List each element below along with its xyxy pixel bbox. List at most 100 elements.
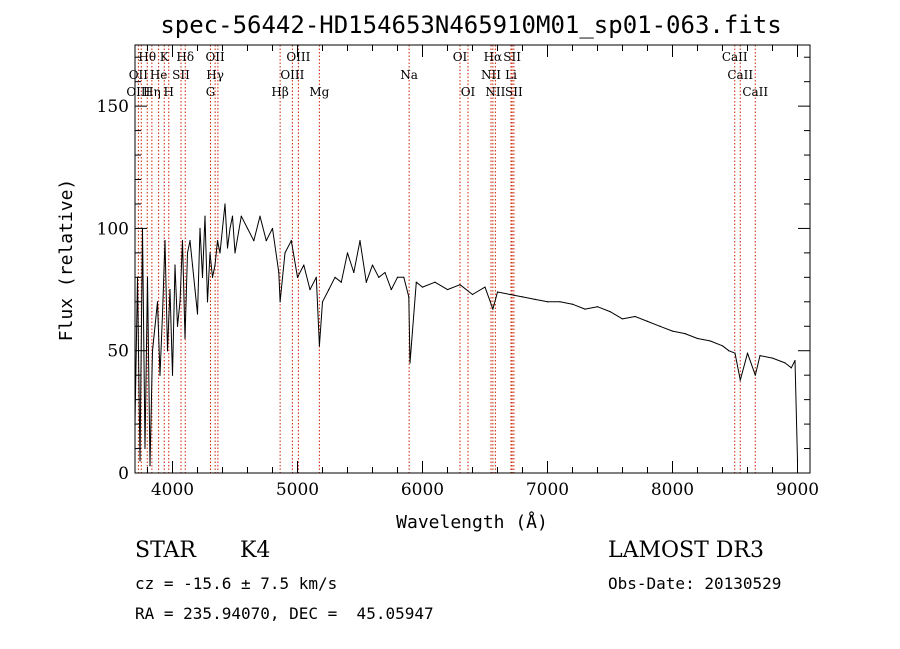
- data-point: [621, 318, 624, 320]
- data-point: [771, 357, 774, 359]
- data-point: [446, 288, 449, 291]
- data-point: [754, 374, 756, 376]
- data-point: [284, 252, 286, 254]
- data-point: [784, 362, 786, 364]
- data-point: [151, 350, 154, 352]
- data-point: [634, 315, 636, 318]
- data-point: [790, 367, 792, 369]
- survey-name: LAMOST DR3: [608, 538, 764, 563]
- data-point: [471, 293, 474, 296]
- series-layer: [134, 203, 799, 467]
- subclass: K4: [240, 538, 271, 563]
- data-point: [403, 276, 405, 278]
- data-point: [146, 276, 149, 278]
- data-point: [259, 215, 261, 217]
- data-point: [584, 308, 586, 310]
- data-point: [179, 301, 181, 303]
- line-label-5: OI: [453, 50, 468, 64]
- data-point: [728, 350, 730, 352]
- x-tick-label-5000: 5000: [276, 480, 319, 500]
- data-point: [144, 447, 146, 450]
- line-label-19: Hη: [143, 85, 161, 99]
- data-point: [204, 215, 206, 217]
- line-label-15: NII: [481, 68, 501, 82]
- data-point: [340, 281, 342, 283]
- data-point: [390, 288, 392, 291]
- line-label-18: OIII: [126, 85, 150, 99]
- data-point: [409, 362, 411, 364]
- data-point: [334, 276, 336, 278]
- data-point: [169, 288, 171, 291]
- data-point: [156, 301, 159, 303]
- x-tick-label-4000: 4000: [151, 480, 194, 500]
- line-label-23: Mg: [309, 85, 329, 99]
- data-point: [234, 252, 236, 254]
- line-label-0: Hθ: [138, 50, 156, 64]
- data-point: [318, 345, 320, 347]
- data-point: [596, 306, 599, 308]
- data-point: [609, 310, 611, 313]
- y-tick-label-0: 0: [118, 464, 129, 484]
- line-label-4: OIII: [286, 50, 310, 64]
- y-axis: 0 50 100 150: [97, 56, 810, 484]
- data-point: [279, 301, 281, 303]
- line-label-10: He: [150, 68, 168, 82]
- data-point: [696, 337, 699, 340]
- data-point: [496, 291, 499, 293]
- line-label-17: CaII: [727, 68, 753, 82]
- plot-frame: [134, 44, 811, 474]
- data-point: [671, 330, 674, 332]
- line-label-27: CaII: [742, 85, 768, 99]
- data-point: [221, 227, 224, 230]
- data-point: [214, 264, 216, 266]
- data-point: [709, 340, 711, 342]
- data-point: [346, 252, 349, 254]
- data-point: [199, 227, 201, 230]
- line-label-8: CaII: [722, 50, 748, 64]
- line-label-25: NII: [485, 85, 505, 99]
- data-point: [296, 276, 299, 278]
- data-point: [794, 359, 796, 362]
- data-point: [459, 284, 461, 286]
- data-point: [159, 374, 161, 376]
- data-point: [396, 276, 399, 278]
- coordinates: RA = 235.94070, DEC = 45.05947: [135, 604, 434, 623]
- data-point: [492, 308, 494, 310]
- data-point: [240, 215, 242, 217]
- line-label-6: Hα: [484, 50, 503, 64]
- data-point: [184, 337, 186, 340]
- x-axis-label: Wavelength (Å): [396, 511, 548, 533]
- data-point: [721, 345, 724, 347]
- data-point: [746, 352, 749, 354]
- data-point: [171, 374, 174, 376]
- data-point: [759, 355, 761, 357]
- x-tick-label-8000: 8000: [651, 480, 694, 500]
- y-tick-label-100: 100: [97, 219, 129, 239]
- y-axis-label: Flux (relative): [56, 179, 77, 342]
- data-point: [139, 460, 141, 462]
- data-point: [271, 227, 274, 230]
- data-point: [521, 296, 524, 298]
- x-axis: 4000 5000 6000 7000 8000 9000: [147, 45, 819, 500]
- data-point: [181, 240, 184, 242]
- line-label-1: K: [160, 50, 170, 64]
- data-point: [378, 276, 380, 278]
- line-label-16: Li: [505, 68, 517, 82]
- spectrum-chart: spec-56442-HD154653N465910M01_sp01-063.f…: [56, 11, 819, 533]
- line-label-21: G: [206, 85, 216, 99]
- data-point: [571, 303, 574, 305]
- data-point: [209, 252, 211, 254]
- data-point: [211, 276, 214, 278]
- data-point: [684, 332, 686, 335]
- data-point: [534, 298, 536, 300]
- x-tick-label-7000: 7000: [526, 480, 569, 500]
- data-point: [161, 313, 164, 315]
- data-point: [166, 350, 169, 352]
- data-point: [434, 281, 436, 283]
- data-point: [174, 264, 176, 266]
- line-label-14: Na: [400, 68, 418, 82]
- data-point: [509, 293, 511, 296]
- data-point: [734, 352, 736, 354]
- data-point: [421, 286, 424, 288]
- chart-title: spec-56442-HD154653N465910M01_sp01-063.f…: [160, 11, 781, 39]
